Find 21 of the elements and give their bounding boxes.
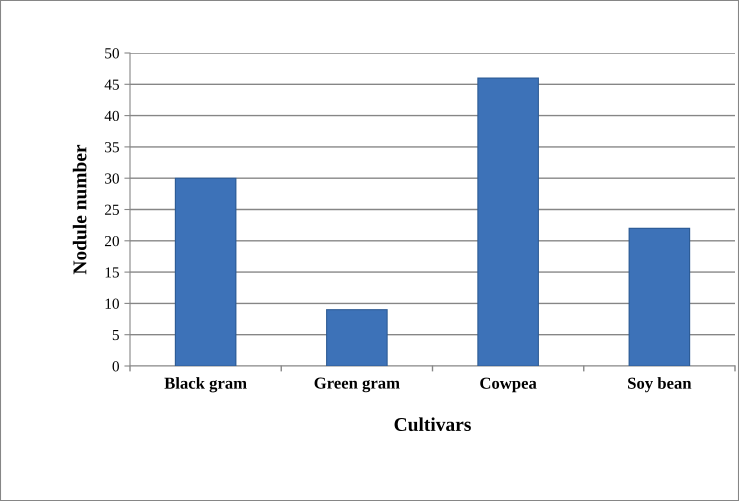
- y-tick-label: 20: [104, 236, 119, 246]
- y-tick-label: 25: [104, 204, 119, 215]
- y-tick-label: 45: [104, 80, 119, 90]
- x-tick-label: Green gram: [314, 378, 400, 392]
- y-tick-label: 5: [112, 330, 119, 340]
- bar: [326, 309, 388, 366]
- y-tick-label: 30: [105, 173, 119, 184]
- y-tick-label: 35: [105, 142, 119, 152]
- y-tick-label: 40: [104, 110, 119, 122]
- x-axis-title: Cultivars: [394, 417, 471, 432]
- y-axis-title: Nodule number: [72, 144, 87, 274]
- y-tick-label: 10: [106, 298, 119, 309]
- bar: [628, 228, 690, 366]
- y-tick-label: 50: [105, 48, 119, 58]
- bar: [174, 178, 236, 366]
- y-tick-label: 0: [112, 361, 119, 372]
- bar: [477, 77, 539, 366]
- y-tick-label: 15: [106, 267, 119, 278]
- x-tick-label: Soy bean: [628, 377, 692, 392]
- x-tick-label: Black gram: [164, 377, 247, 392]
- x-tick-label: Cowpea: [480, 378, 537, 392]
